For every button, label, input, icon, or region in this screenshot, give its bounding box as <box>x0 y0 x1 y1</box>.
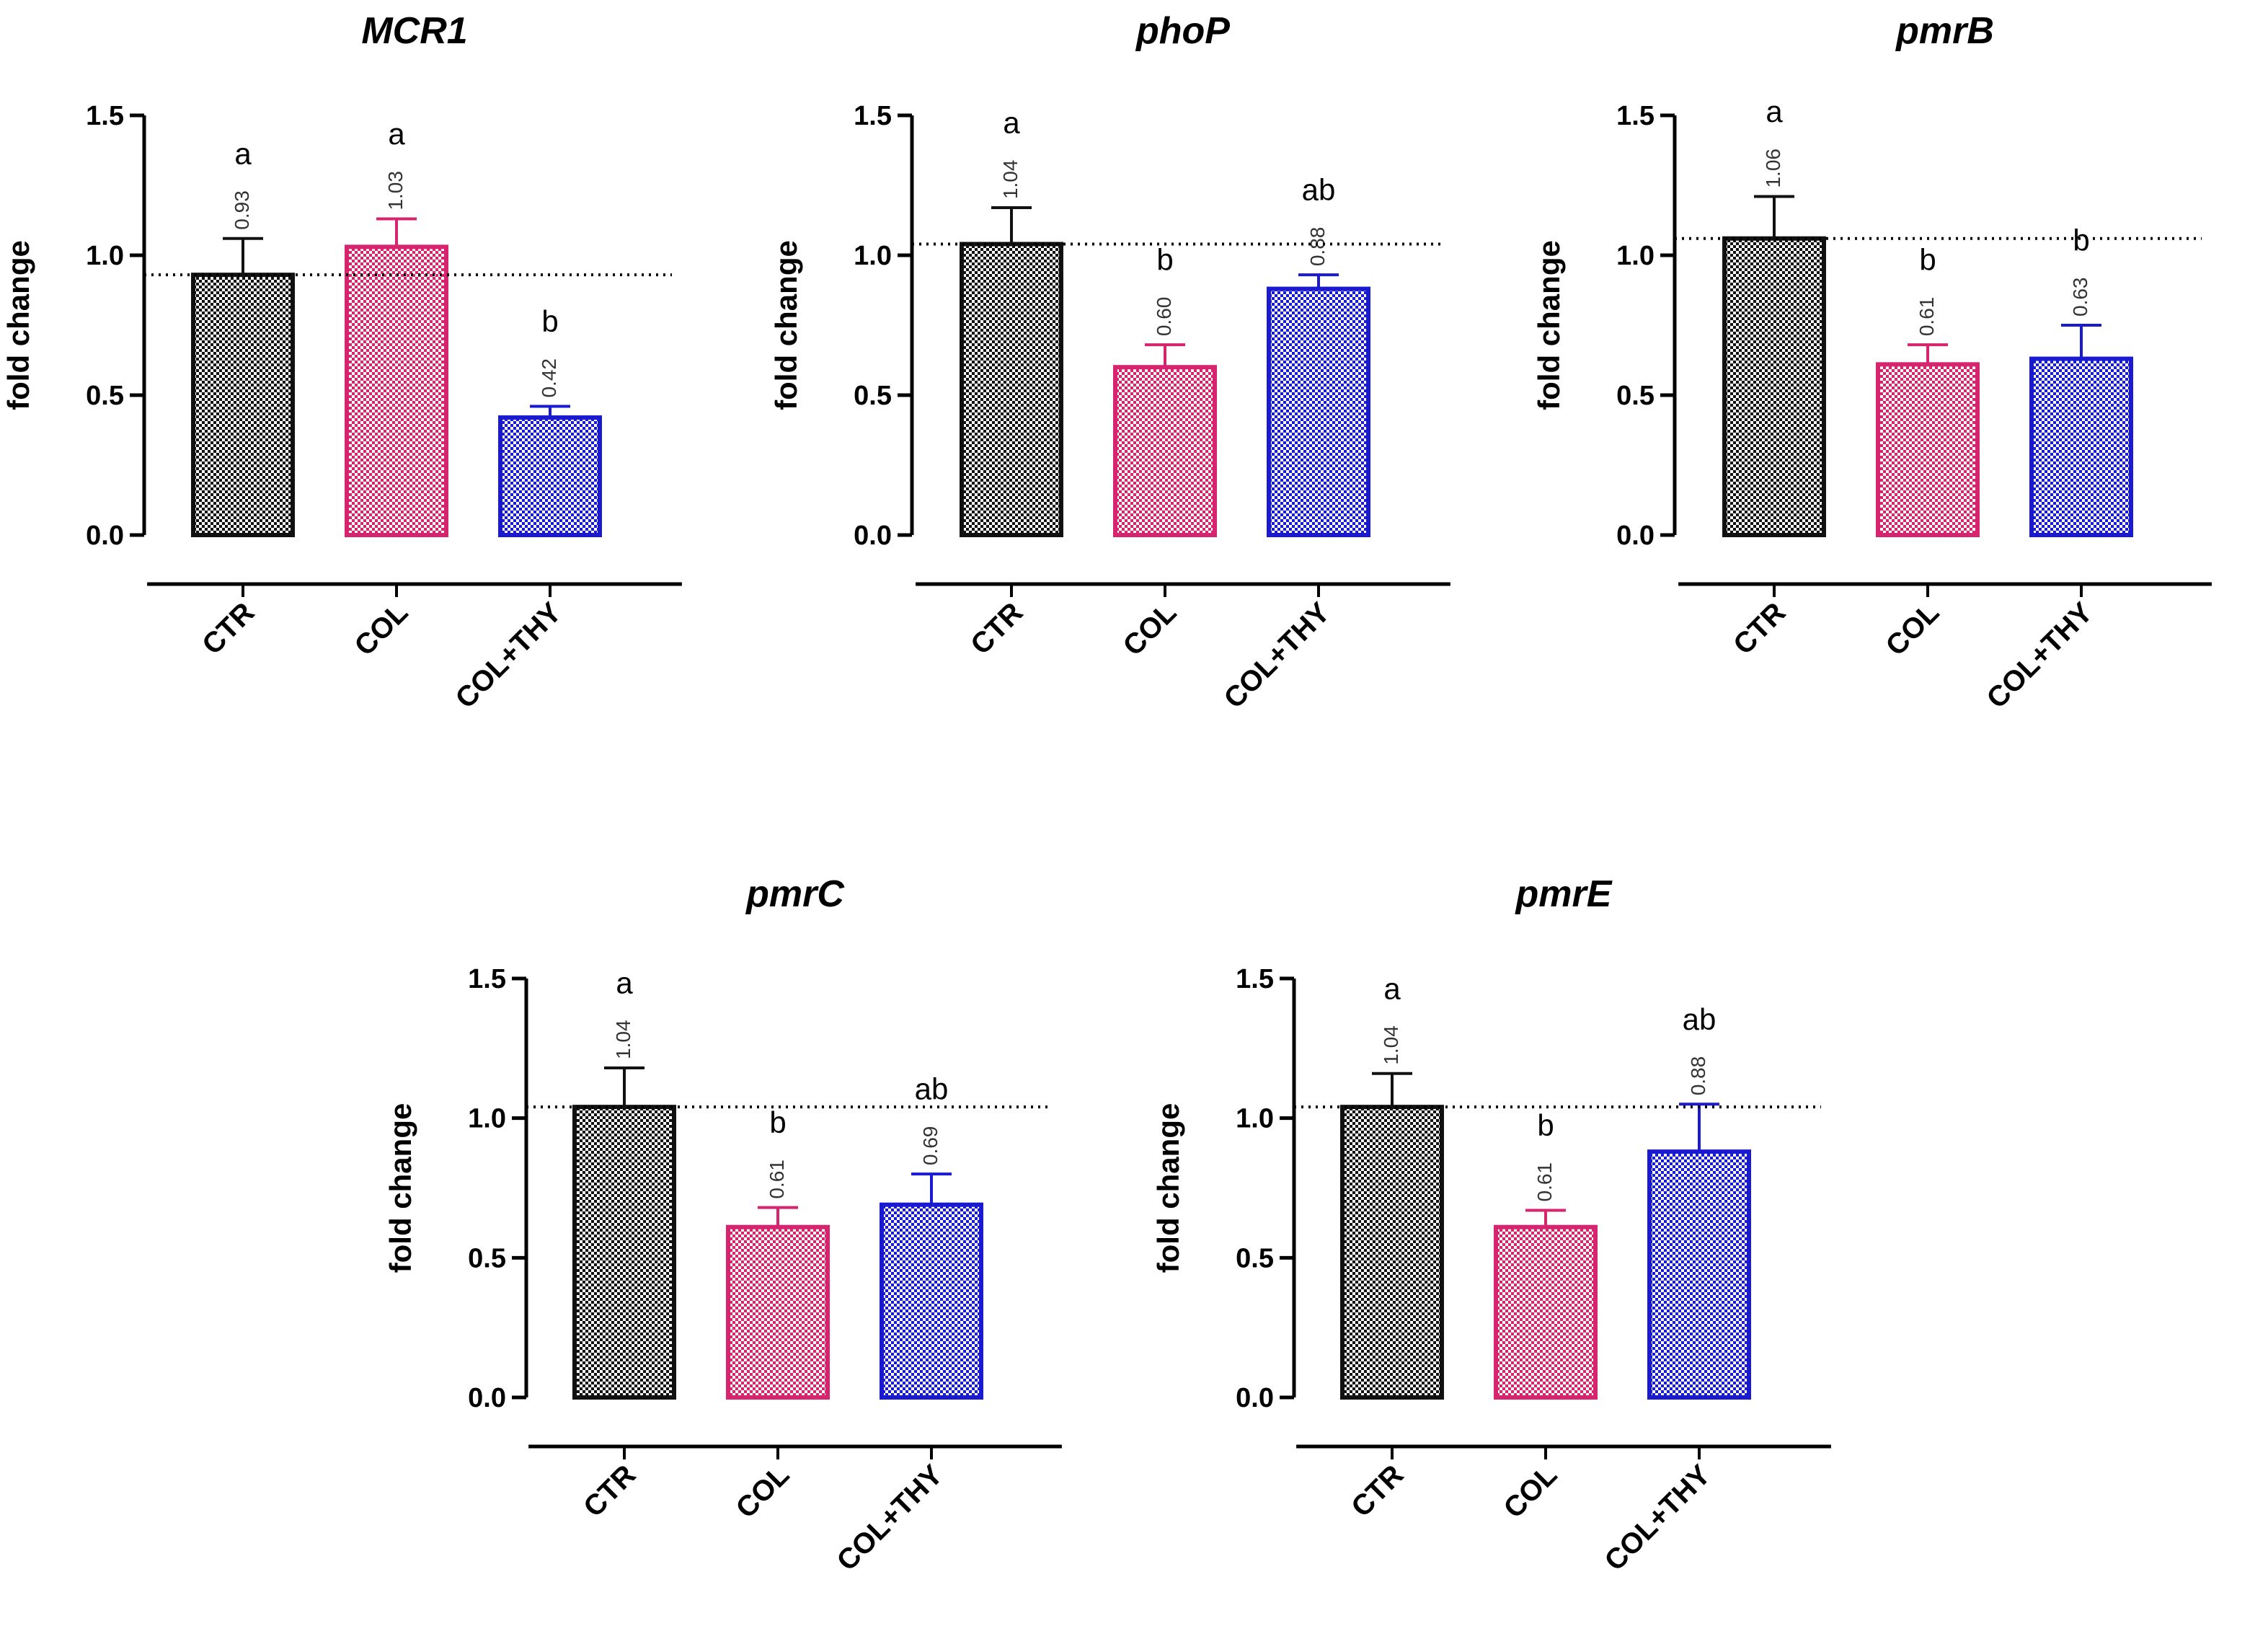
bar-pmrc-col-thy[interactable] <box>882 1205 981 1397</box>
bar-pmrb-col[interactable] <box>1878 364 1977 535</box>
chart-title-phop: phoP <box>1135 10 1230 52</box>
bar-mcr1-ctr[interactable] <box>193 275 293 535</box>
value-label-pmrc-col-thy: 0.69 <box>919 1126 942 1166</box>
y-tick-label-phop: 0.0 <box>854 521 892 551</box>
value-label-mcr1-col-thy: 0.42 <box>538 358 560 398</box>
value-label-phop-col: 0.60 <box>1153 297 1175 337</box>
value-label-pmrc-col: 0.61 <box>766 1159 788 1199</box>
value-label-pmre-col: 0.61 <box>1533 1162 1556 1202</box>
chart-title-pmre: pmrE <box>1515 873 1613 915</box>
chart-title-mcr1: MCR1 <box>361 10 467 52</box>
significance-letter-pmrb-col-thy: b <box>2073 224 2089 257</box>
bar-phop-ctr[interactable] <box>962 244 1061 535</box>
x-tick-label-pmrc-ctr: CTR <box>577 1459 642 1523</box>
significance-letter-mcr1-col-thy: b <box>541 304 558 338</box>
value-label-pmre-ctr: 1.04 <box>1380 1025 1402 1065</box>
y-tick-label-pmrb: 1.0 <box>1616 241 1655 271</box>
x-tick-label-pmrc-col-thy: COL+THY <box>830 1459 949 1577</box>
chart-title-pmrc: pmrC <box>745 873 845 915</box>
bar-mcr1-col-thy[interactable] <box>500 418 600 535</box>
y-tick-label-pmrc: 1.0 <box>468 1104 506 1134</box>
value-label-phop-ctr: 1.04 <box>999 160 1022 200</box>
y-tick-label-mcr1: 0.0 <box>86 521 124 551</box>
x-tick-label-phop-ctr: CTR <box>965 596 1029 661</box>
value-label-pmre-col-thy: 0.88 <box>1687 1056 1709 1096</box>
y-axis-label-pmrb: fold change <box>1532 240 1566 410</box>
significance-letter-pmrc-col: b <box>769 1105 786 1139</box>
y-tick-label-mcr1: 1.5 <box>86 101 124 131</box>
y-axis-label-phop: fold change <box>769 240 803 410</box>
significance-letter-phop-ctr: a <box>1003 106 1020 140</box>
significance-letter-pmrb-ctr: a <box>1766 94 1783 128</box>
y-tick-label-mcr1: 0.5 <box>86 381 124 411</box>
x-tick-label-pmre-col-thy: COL+THY <box>1598 1459 1716 1577</box>
figure: MCR1 0.0 0.5 1.0 1.5 fold change 0.93 a CTR 1.03 a… <box>0 0 2268 1639</box>
x-tick-label-phop-col-thy: COL+THY <box>1218 596 1336 715</box>
y-axis-label-mcr1: fold change <box>1 240 35 410</box>
x-tick-label-mcr1-ctr: CTR <box>196 596 260 661</box>
significance-letter-phop-col-thy: ab <box>1302 173 1336 207</box>
value-label-pmrb-col-thy: 0.63 <box>2069 278 2091 317</box>
y-tick-label-pmrc: 0.5 <box>468 1243 506 1273</box>
y-tick-label-pmrc: 0.0 <box>468 1383 506 1413</box>
bar-pmre-col-thy[interactable] <box>1649 1152 1749 1397</box>
x-tick-label-pmrb-col-thy: COL+THY <box>1980 596 2099 715</box>
bar-phop-col-thy[interactable] <box>1269 289 1368 535</box>
bar-pmrb-ctr[interactable] <box>1724 239 1824 535</box>
y-tick-label-pmrb: 0.5 <box>1616 381 1655 411</box>
significance-letter-pmrc-ctr: a <box>616 966 633 1000</box>
bar-pmrc-ctr[interactable] <box>575 1107 674 1397</box>
y-tick-label-mcr1: 1.0 <box>86 241 124 271</box>
significance-letter-phop-col: b <box>1156 243 1173 277</box>
x-tick-label-mcr1-col: COL <box>349 596 415 662</box>
significance-letter-pmre-col-thy: ab <box>1683 1002 1716 1036</box>
x-tick-label-mcr1-col-thy: COL+THY <box>449 596 567 715</box>
y-tick-label-pmre: 0.0 <box>1236 1383 1274 1413</box>
x-tick-label-pmrb-col: COL <box>1880 596 1946 662</box>
significance-letter-pmrc-col-thy: ab <box>915 1072 949 1106</box>
bar-mcr1-col[interactable] <box>347 247 446 535</box>
bar-pmre-col[interactable] <box>1496 1227 1595 1397</box>
value-label-pmrc-ctr: 1.04 <box>612 1020 634 1059</box>
y-tick-label-pmre: 1.0 <box>1236 1104 1274 1134</box>
y-tick-label-phop: 0.5 <box>854 381 892 411</box>
y-tick-label-phop: 1.5 <box>854 101 892 131</box>
x-tick-label-pmre-ctr: CTR <box>1345 1459 1409 1523</box>
y-axis-label-pmre: fold change <box>1151 1103 1185 1273</box>
chart-title-pmrb: pmrB <box>1895 10 1994 52</box>
x-tick-label-pmrc-col: COL <box>730 1459 796 1524</box>
bar-phop-col[interactable] <box>1115 367 1215 535</box>
significance-letter-pmrb-col: b <box>1919 243 1936 277</box>
value-label-pmrb-ctr: 1.06 <box>1762 149 1784 188</box>
bar-pmrc-col[interactable] <box>728 1227 828 1397</box>
x-tick-label-phop-col: COL <box>1117 596 1183 662</box>
value-label-mcr1-ctr: 0.93 <box>231 190 253 230</box>
value-label-pmrb-col: 0.61 <box>1915 297 1938 337</box>
value-label-mcr1-col: 1.03 <box>384 171 407 211</box>
y-tick-label-pmrc: 1.5 <box>468 964 506 994</box>
x-tick-label-pmre-col: COL <box>1498 1459 1564 1524</box>
x-tick-label-pmrb-ctr: CTR <box>1727 596 1791 661</box>
y-tick-label-pmre: 1.5 <box>1236 964 1274 994</box>
y-tick-label-pmrb: 0.0 <box>1616 521 1655 551</box>
significance-letter-pmre-ctr: a <box>1383 971 1401 1005</box>
value-label-phop-col-thy: 0.88 <box>1306 227 1329 267</box>
y-tick-label-pmre: 0.5 <box>1236 1243 1274 1273</box>
bar-pmre-ctr[interactable] <box>1342 1107 1442 1397</box>
significance-letter-mcr1-ctr: a <box>234 136 252 170</box>
y-tick-label-pmrb: 1.5 <box>1616 101 1655 131</box>
y-axis-label-pmrc: fold change <box>384 1103 417 1273</box>
significance-letter-mcr1-col: a <box>388 117 405 151</box>
bar-pmrb-col-thy[interactable] <box>2032 359 2131 535</box>
y-tick-label-phop: 1.0 <box>854 241 892 271</box>
significance-letter-pmre-col: b <box>1537 1108 1554 1142</box>
